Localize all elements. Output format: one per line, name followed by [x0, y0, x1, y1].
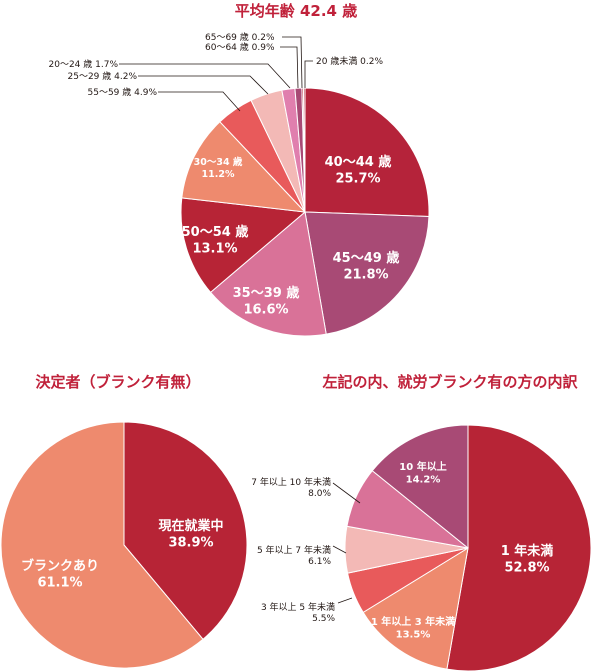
leader-line — [332, 545, 347, 554]
slice-value-label: 61.1% — [37, 575, 82, 590]
slice-value-label: 21.8% — [343, 267, 388, 282]
slice-label: 現在就業中 — [158, 518, 223, 534]
pie-slice-3-slice-0 — [446, 424, 592, 672]
slice-callout-label: 3 年以上 5 年未満 — [261, 601, 335, 613]
leader-line — [138, 75, 269, 95]
slice-callout-label: 20 歳未満 0.2% — [316, 55, 383, 67]
slice-callout-label: 25～29 歳 4.2% — [68, 70, 138, 82]
slice-value-label: 25.7% — [335, 171, 380, 186]
pie-slice-1-slice-4 — [181, 121, 307, 213]
slice-callout-label: 5 年以上 7 年未満 — [257, 544, 331, 556]
slice-label: 50～54 歳 — [182, 224, 249, 240]
slice-callout-value: 6.1% — [308, 557, 331, 567]
slice-value-label: 38.9% — [168, 535, 213, 550]
slice-callout-value: 8.0% — [308, 489, 331, 499]
pie-slice-1-slice-0 — [304, 87, 430, 217]
leader-line — [337, 597, 353, 604]
slice-label: ブランクあり — [21, 558, 99, 574]
slice-value-label: 11.2% — [202, 169, 235, 180]
leader-line — [282, 36, 303, 89]
pie-slice-3-slice-5 — [371, 424, 469, 550]
chart-title: 決定者（ブランク有無） — [35, 373, 200, 391]
pie-slice-1-slice-2 — [209, 211, 327, 337]
pie-chart-1: 平均年齢 42.4 歳 40～44 歳25.7% 45～49 歳21.8% 35～39… — [49, 2, 430, 337]
slice-callout-label: 60～64 歳 0.9% — [205, 41, 275, 53]
slice-label: 10 年以上 — [399, 460, 446, 473]
pie-slice-1-slice-1 — [304, 211, 430, 335]
slice-value-label: 16.6% — [243, 302, 288, 317]
slice-callout-value: 5.5% — [312, 614, 335, 624]
slice-label: 35～39 歳 — [233, 285, 300, 301]
leader-line — [304, 60, 313, 88]
slice-label: 1 年未満 — [501, 543, 554, 559]
slice-label: 30～34 歳 — [194, 156, 243, 168]
pie-slice-2-slice-1 — [0, 421, 204, 669]
chart-title: 左記の内、就労ブランク有の方の内訳 — [321, 373, 578, 391]
slice-callout-label: 7 年以上 10 年未満 — [251, 476, 331, 488]
slice-callout-label: 55～59 歳 4.9% — [88, 86, 158, 98]
slice-label: 40～44 歳 — [325, 154, 392, 170]
slice-label: 1 年以上 3 年未満 — [371, 615, 455, 628]
slice-value-label: 14.2% — [406, 475, 441, 486]
slice-callout-label: 65～69 歳 0.2% — [205, 31, 275, 43]
chart-title: 平均年齢 42.4 歳 — [235, 2, 357, 20]
pie-slice-1-slice-3 — [180, 197, 307, 294]
leader-line — [332, 482, 361, 504]
leader-line — [158, 91, 241, 112]
pie-slice-2-slice-0 — [123, 421, 248, 640]
leader-line — [280, 46, 299, 89]
slice-label: 45～49 歳 — [333, 250, 400, 266]
slice-value-label: 52.8% — [504, 560, 549, 575]
slice-value-label: 13.1% — [192, 241, 237, 256]
pie-slice-3-slice-1 — [362, 546, 469, 670]
leader-line — [119, 63, 291, 89]
slice-value-label: 13.5% — [396, 630, 431, 641]
slice-callout-label: 20～24 歳 1.7% — [49, 58, 119, 70]
